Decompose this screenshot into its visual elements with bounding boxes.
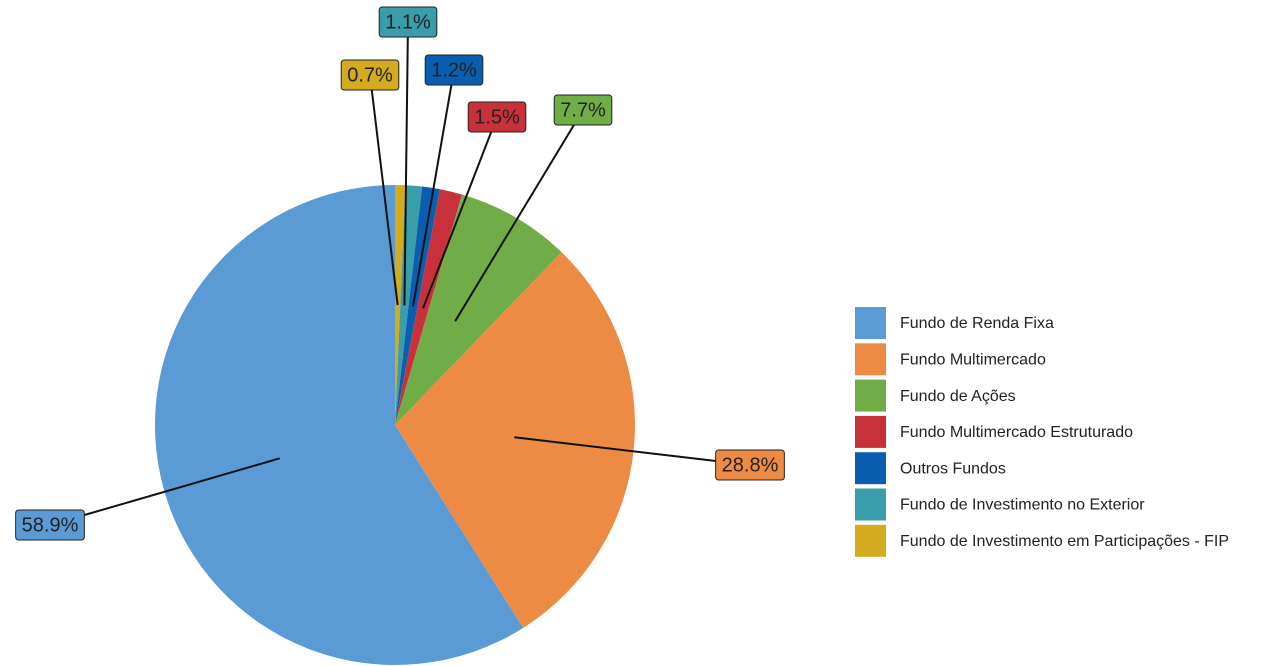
label-text: 28.8%	[722, 454, 779, 476]
pie	[155, 185, 635, 665]
data-label: 0.7%	[340, 59, 400, 91]
label-text: 1.2%	[431, 59, 477, 81]
data-label: 1.1%	[378, 6, 438, 38]
label-text: 7.7%	[560, 99, 606, 121]
label-text: 58.9%	[22, 514, 79, 536]
leader-line	[412, 69, 455, 307]
legend-swatch	[855, 379, 886, 412]
label-text: 1.5%	[474, 106, 520, 128]
legend-label: Fundo Multimercado	[900, 352, 1046, 369]
pie-slice	[395, 194, 562, 425]
label-text: 1.1%	[385, 11, 431, 33]
legend-swatch	[855, 524, 886, 557]
legend-swatch	[855, 488, 886, 521]
leader-line	[369, 74, 399, 306]
data-label: 58.9%	[15, 509, 85, 541]
legend-label: Fundo de Investimento no Exterior	[900, 497, 1145, 514]
legend-swatch	[855, 343, 886, 376]
label-box	[378, 6, 438, 38]
pie-slice	[155, 185, 524, 665]
data-label: 7.7%	[553, 94, 613, 126]
data-label: 28.8%	[715, 449, 785, 481]
legend-swatch	[855, 307, 886, 339]
pie-slice	[395, 185, 406, 425]
leader-line	[49, 457, 281, 526]
pie-slice	[395, 185, 423, 425]
legend-label: Fundo de Renda Fixa	[900, 315, 1054, 332]
leader-line	[514, 436, 751, 466]
label-text: 0.7%	[347, 64, 393, 86]
legend-label: Fundo Multimercado Estruturado	[900, 424, 1133, 441]
legend-label: Outros Fundos	[900, 460, 1006, 477]
label-box	[467, 101, 527, 133]
legend-swatch	[855, 415, 886, 448]
legend-label: Fundo de Investimento em Participações -…	[900, 533, 1229, 550]
leader-line	[422, 116, 498, 309]
legend-label: Fundo de Ações	[900, 388, 1016, 405]
pie-slice	[395, 252, 635, 628]
leader-line	[403, 21, 409, 306]
leader-line	[454, 109, 584, 322]
label-box	[340, 59, 400, 91]
labels: 0.7% 1.1% 1.2% 1.5% 7.7% 28.8% 58.9%	[15, 6, 785, 541]
label-box	[553, 94, 613, 126]
legend-swatch	[855, 452, 886, 485]
label-box	[424, 54, 484, 86]
data-label: 1.5%	[467, 101, 527, 133]
label-box	[715, 449, 785, 481]
leaders	[49, 21, 751, 526]
pie-slice	[395, 186, 441, 425]
data-label: 1.2%	[424, 54, 484, 86]
label-box	[15, 509, 85, 541]
